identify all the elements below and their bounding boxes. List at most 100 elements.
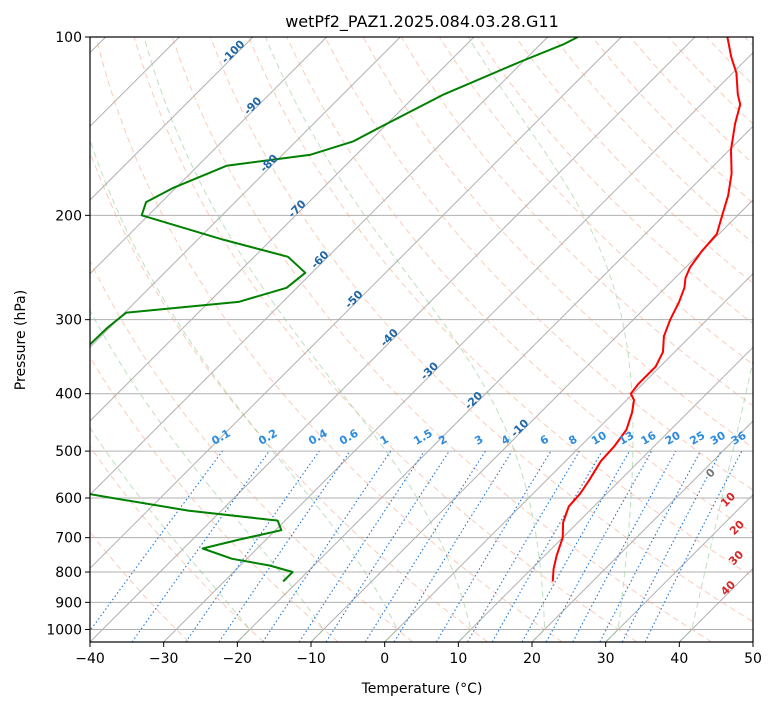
isotherm-gridline bbox=[90, 37, 475, 422]
y-axis-label: Pressure (hPa) bbox=[13, 290, 29, 390]
dry-adiabat bbox=[90, 445, 264, 642]
isotherm-gridline bbox=[457, 346, 753, 642]
isotherm-gridline bbox=[90, 37, 401, 349]
dry-adiabat bbox=[90, 356, 339, 642]
y-tick-label: 700 bbox=[55, 531, 82, 547]
mixing-ratio-label: 20 bbox=[663, 429, 683, 448]
moist-adiabat-label: 30 bbox=[726, 548, 746, 568]
mixing-ratio-line bbox=[644, 450, 743, 642]
mixing-ratio-line bbox=[218, 450, 351, 642]
mixing-ratio-line bbox=[364, 450, 486, 642]
y-tick-label: 500 bbox=[55, 444, 82, 460]
isotherm-label: -90 bbox=[241, 94, 264, 117]
dry-adiabat bbox=[90, 150, 488, 642]
mixing-ratio-label: 36 bbox=[729, 429, 749, 448]
dry-adiabat bbox=[668, 37, 753, 125]
moist-adiabat bbox=[467, 37, 634, 642]
isotherm-label: -40 bbox=[378, 326, 401, 349]
dry-adiabat bbox=[171, 37, 712, 642]
isotherm-gridline bbox=[678, 567, 753, 642]
mixing-ratio-line bbox=[325, 450, 450, 642]
x-axis-label: Temperature (°C) bbox=[361, 681, 483, 697]
mixing-ratio-label: 6 bbox=[538, 432, 551, 447]
dry-adiabat bbox=[286, 37, 753, 534]
dry-adiabat bbox=[515, 37, 753, 284]
dry-adiabat bbox=[324, 37, 753, 491]
mixing-ratio-label: 8 bbox=[566, 433, 579, 448]
dry-adiabat bbox=[95, 37, 563, 642]
dry-adiabat bbox=[248, 37, 753, 578]
mixing-ratio-label: 3 bbox=[472, 433, 485, 448]
y-tick-label: 1000 bbox=[46, 622, 82, 638]
isotherm-gridline bbox=[90, 37, 696, 642]
dry-adiabat bbox=[210, 37, 753, 623]
moist-adiabat-label: 0 bbox=[703, 466, 718, 481]
moist-adiabat bbox=[265, 37, 546, 642]
mixing-ratio-line bbox=[435, 450, 552, 642]
isotherm-label: -60 bbox=[308, 248, 331, 271]
mixing-ratio-line bbox=[185, 450, 320, 642]
moist-adiabat bbox=[90, 309, 325, 642]
isotherm-gridline bbox=[605, 493, 753, 642]
mixing-ratio-line bbox=[521, 450, 630, 642]
isotherm-gridline bbox=[163, 51, 753, 642]
moist-adiabat-label: 40 bbox=[718, 578, 738, 598]
mixing-ratio-label: 30 bbox=[708, 429, 728, 448]
mixing-ratio-label: 0.1 bbox=[209, 427, 232, 448]
isotherm-label: -70 bbox=[285, 197, 308, 220]
x-tick-label: −10 bbox=[296, 651, 326, 667]
mixing-ratio-label: 2 bbox=[436, 433, 449, 448]
mixing-ratio-line bbox=[545, 450, 653, 642]
x-tick-label: 30 bbox=[597, 651, 615, 667]
dry-adiabat bbox=[90, 259, 414, 642]
x-tick-label: −40 bbox=[75, 651, 105, 667]
isotherm-gridline bbox=[90, 37, 254, 201]
isotherm-label: -20 bbox=[462, 389, 485, 412]
mixing-ratio-line bbox=[599, 450, 701, 642]
mixing-ratio-line bbox=[90, 450, 223, 632]
mixing-ratio-label: 0.4 bbox=[306, 427, 330, 448]
isotherm-label: -80 bbox=[257, 152, 280, 175]
dry-adiabat bbox=[477, 37, 753, 325]
x-tick-label: 40 bbox=[670, 651, 688, 667]
temperature-profile-line bbox=[551, 37, 742, 582]
y-tick-label: 800 bbox=[55, 565, 82, 581]
x-tick-label: −30 bbox=[149, 651, 179, 667]
dry-adiabat bbox=[744, 37, 753, 47]
mixing-ratio-line bbox=[467, 450, 580, 642]
x-tick-label: 50 bbox=[744, 651, 762, 667]
isotherm-gridline bbox=[90, 37, 549, 496]
isotherm-label: -50 bbox=[342, 288, 365, 311]
isotherm-gridline bbox=[384, 272, 753, 642]
dewpoint-profile-line bbox=[90, 37, 579, 583]
isotherm-label: -30 bbox=[418, 359, 441, 382]
moist-adiabat bbox=[90, 427, 251, 642]
mixing-ratio-label: 1.5 bbox=[411, 427, 434, 448]
y-tick-label: 300 bbox=[55, 313, 82, 329]
mixing-ratio-line bbox=[572, 450, 677, 642]
y-tick-label: 200 bbox=[55, 208, 82, 224]
plot-frame bbox=[89, 36, 754, 643]
dry-adiabat bbox=[133, 37, 638, 642]
isotherm-gridline bbox=[752, 641, 753, 642]
dry-adiabat bbox=[591, 37, 753, 204]
isotherm-gridline bbox=[90, 37, 328, 275]
y-tick-label: 600 bbox=[55, 491, 82, 507]
mixing-ratio-label: 25 bbox=[688, 429, 708, 448]
mixing-ratio-line bbox=[262, 450, 392, 642]
mixing-ratio-line bbox=[393, 450, 513, 642]
mixing-ratio-label: 0.6 bbox=[337, 427, 361, 448]
moist-adiabat bbox=[143, 37, 472, 642]
mixing-ratio-line bbox=[298, 450, 425, 642]
y-tick-label: 100 bbox=[55, 30, 82, 46]
y-tick-label: 400 bbox=[55, 387, 82, 403]
isotherm-gridline bbox=[531, 420, 753, 642]
moist-adiabat bbox=[90, 138, 398, 642]
x-tick-label: 0 bbox=[380, 651, 389, 667]
chart-title: wetPf2_PAZ1.2025.084.03.28.G11 bbox=[285, 12, 559, 32]
moist-adiabat bbox=[678, 358, 753, 642]
mixing-ratio-label: 1 bbox=[378, 433, 391, 448]
mixing-ratio-line bbox=[131, 450, 270, 642]
x-tick-label: 10 bbox=[449, 651, 467, 667]
x-tick-label: 20 bbox=[523, 651, 541, 667]
